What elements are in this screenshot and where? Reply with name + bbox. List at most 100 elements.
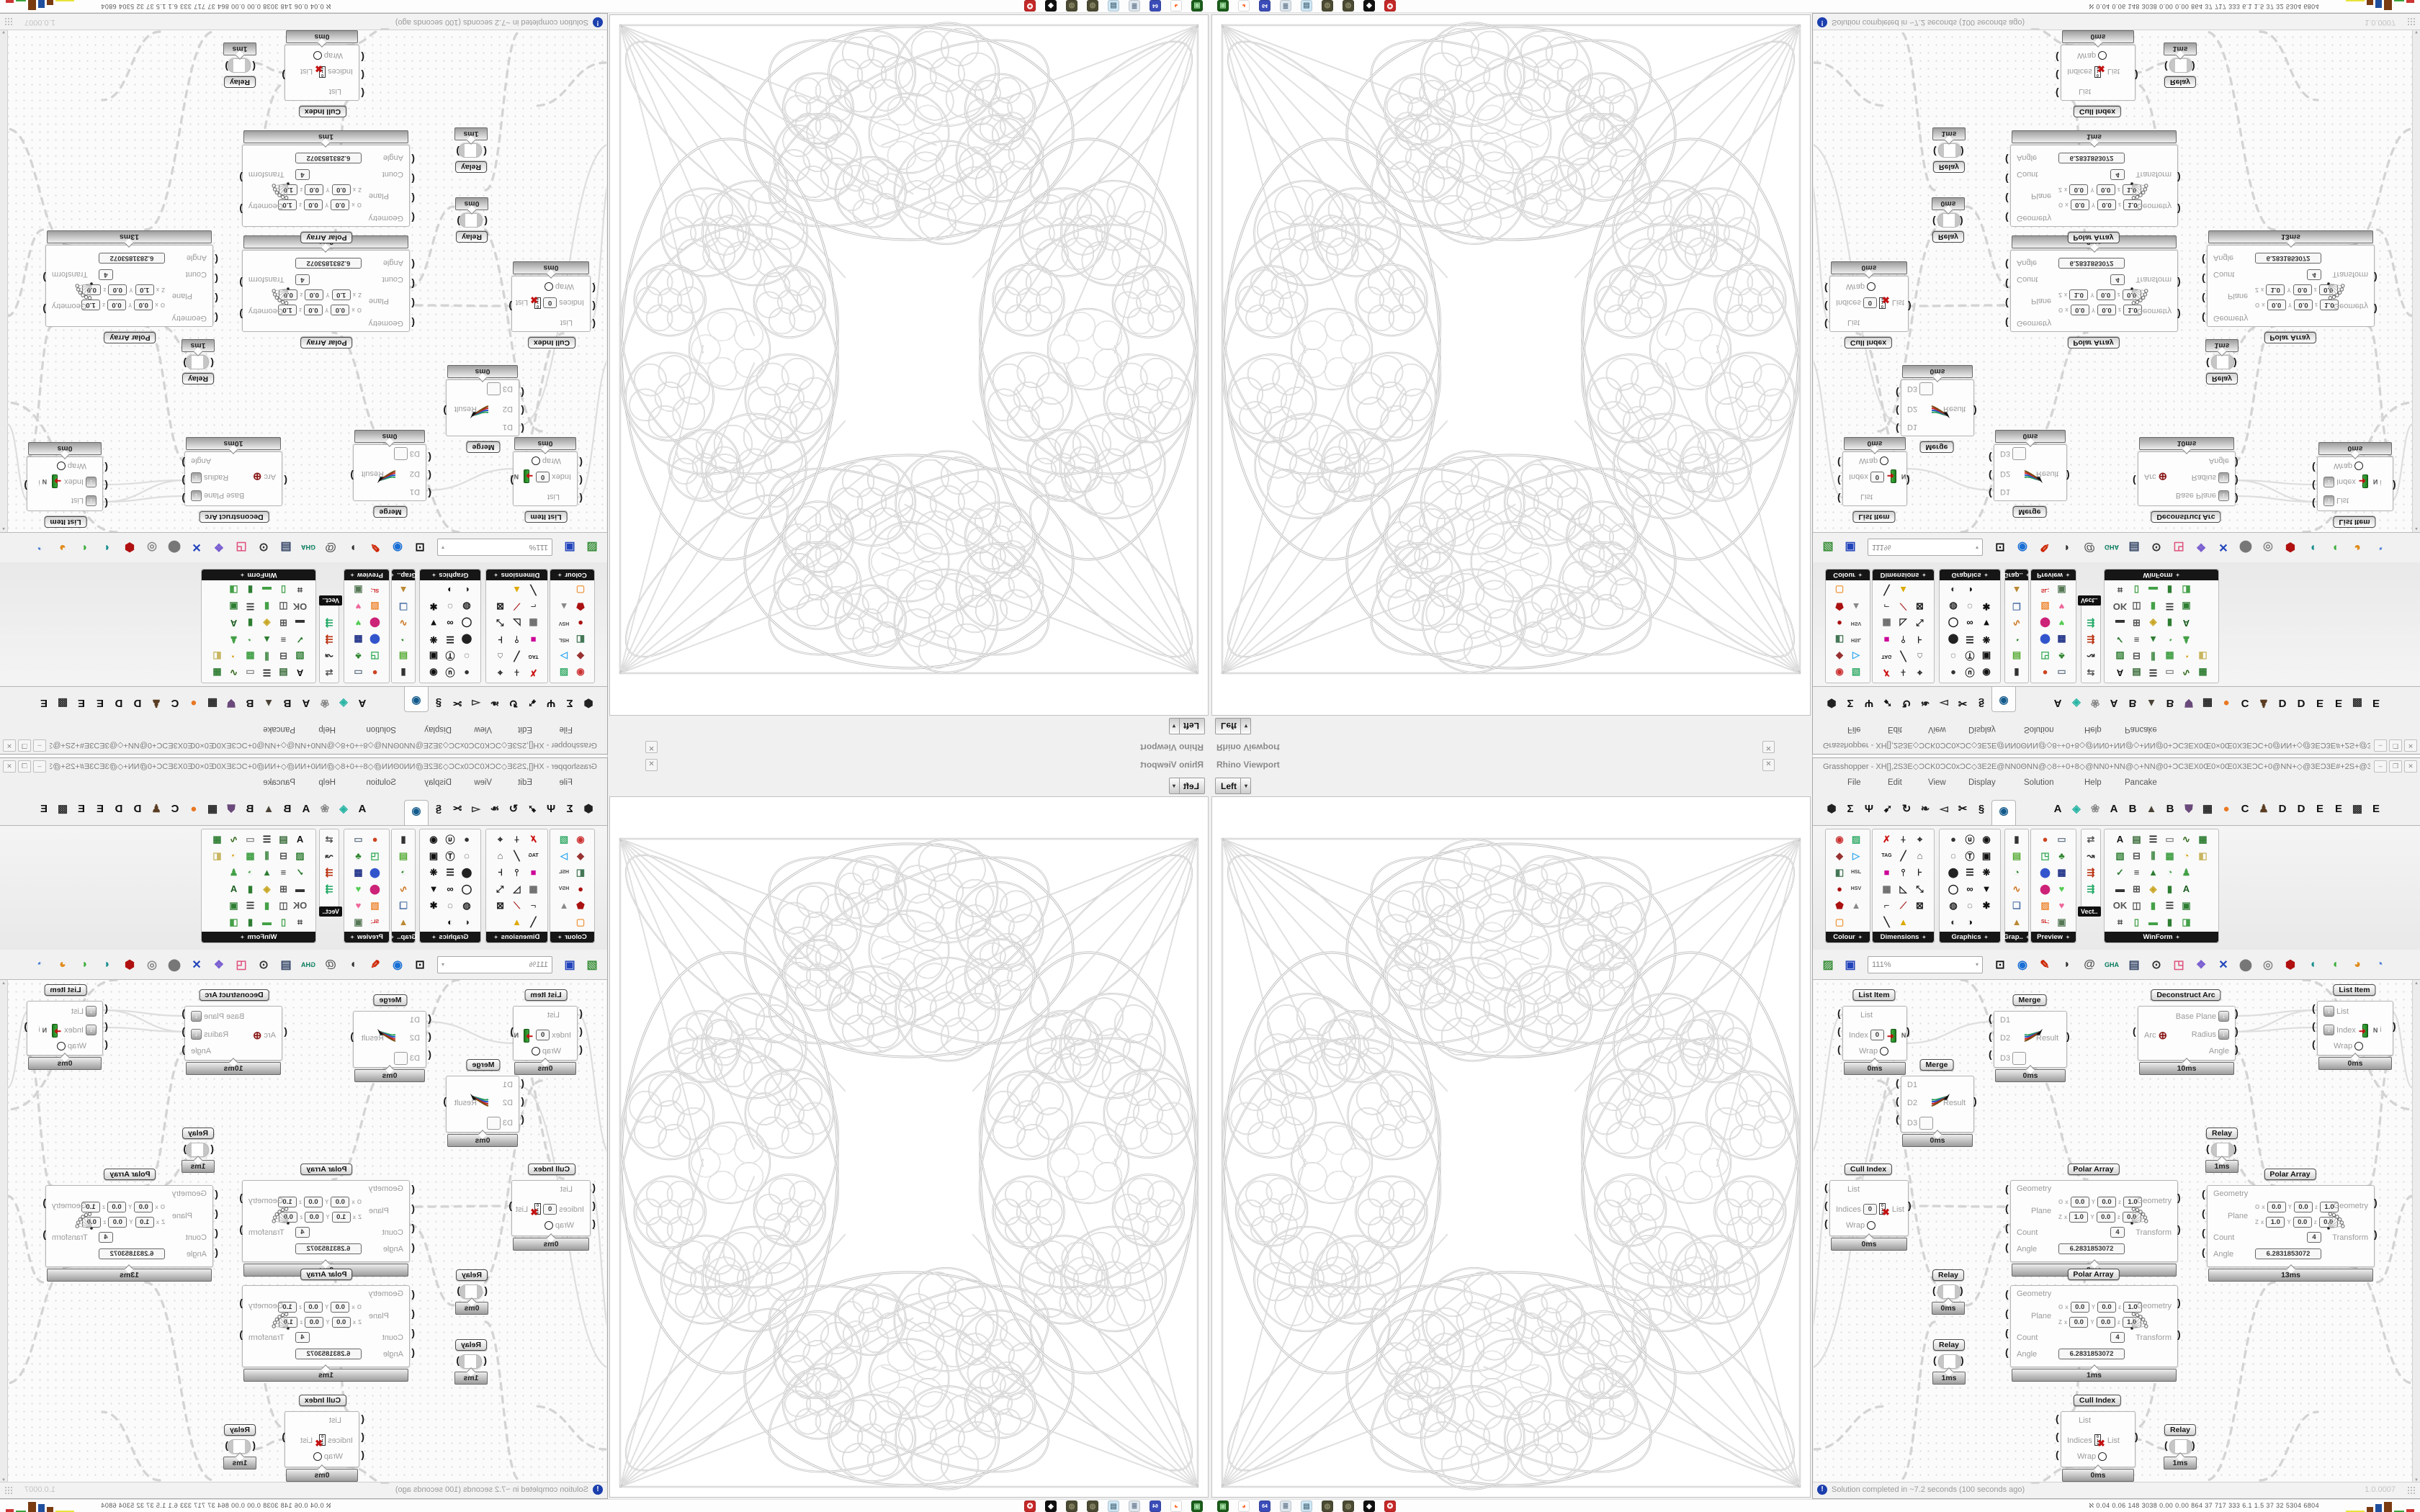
palette-component-icon[interactable]: ●: [459, 665, 475, 681]
component-label[interactable]: List Item: [2333, 516, 2376, 528]
palette-component-icon[interactable]: ●: [1832, 615, 1848, 631]
relay-body[interactable]: [228, 1439, 251, 1454]
palette-component-icon[interactable]: SL;: [2037, 582, 2053, 598]
tab-plugin-a1[interactable]: A: [358, 803, 367, 815]
palette-component-icon[interactable]: ▧: [292, 648, 308, 665]
tab-plugin-gem[interactable]: ◈: [2072, 697, 2081, 709]
palette-component-icon[interactable]: ❋: [1978, 631, 1995, 648]
palette-component-icon[interactable]: ▲: [395, 582, 412, 598]
wrap-toggle-icon[interactable]: [544, 1221, 553, 1230]
output-grip[interactable]: ): [24, 480, 27, 492]
palette-component-icon[interactable]: ◉: [1832, 665, 1848, 681]
palette-component-icon[interactable]: ✗: [525, 665, 542, 681]
tab-plugin-d1[interactable]: D: [133, 803, 142, 815]
component-label[interactable]: Cull Index: [527, 337, 576, 348]
firefox-icon[interactable]: ◕: [1238, 1500, 1250, 1512]
output-grip[interactable]: ): [182, 1043, 185, 1055]
palette-component-icon[interactable]: ⇶: [321, 881, 338, 897]
input-grip[interactable]: (: [210, 1143, 214, 1154]
gha-icon[interactable]: GHA: [2105, 960, 2119, 968]
menu-item-help[interactable]: Help: [318, 725, 336, 734]
tab-plugin-a2[interactable]: A: [2110, 697, 2118, 709]
palette-component-icon[interactable]: ▮: [2009, 665, 2025, 681]
palette-component-icon[interactable]: ⊠: [1912, 897, 1928, 914]
output-grip[interactable]: ): [182, 457, 185, 469]
maximize-icon[interactable]: ❐: [18, 739, 31, 752]
relay-body[interactable]: [460, 1284, 483, 1299]
input-grip[interactable]: (: [1989, 470, 1992, 482]
grasshopper-titlebar[interactable]: Grasshopper - XH[],2S3E◇ƆCK0ƆC0xƆC◇3E2E@…: [0, 737, 607, 754]
palette-group-label[interactable]: Grap.. ✦: [390, 932, 417, 942]
value-box[interactable]: 1.0: [2266, 1217, 2285, 1228]
preview-eye-icon[interactable]: ◉: [2017, 541, 2027, 554]
output-grip[interactable]: ): [443, 1095, 447, 1107]
palette-group-label[interactable]: WinForm ✦: [2105, 570, 2218, 580]
component-label[interactable]: List Item: [1852, 511, 1896, 523]
value-box[interactable]: 0.0: [108, 1217, 127, 1228]
palette-component-icon[interactable]: ⬟: [573, 598, 589, 615]
palette-component-icon[interactable]: ◍: [1945, 897, 1962, 914]
tab-plugin-e3[interactable]: E: [2372, 803, 2380, 815]
palette-component-icon[interactable]: ⇶: [2083, 864, 2099, 881]
gha-icon[interactable]: GHA: [2105, 544, 2119, 552]
angle-box[interactable]: 6.2831853072: [295, 1243, 362, 1254]
palette-component-icon[interactable]: HSV: [1848, 881, 1865, 897]
palette-component-icon[interactable]: ▦: [525, 881, 542, 897]
red-badge-icon[interactable]: ✪: [1024, 0, 1036, 12]
input-grip[interactable]: (: [411, 174, 415, 185]
palette-component-icon[interactable]: ⍭: [1895, 665, 1912, 681]
preview-eye-icon[interactable]: ◉: [2017, 958, 2027, 971]
tab-plugin-b1[interactable]: B: [283, 697, 292, 709]
output-grip[interactable]: ): [239, 172, 243, 184]
tab-curve[interactable]: ↻: [1901, 803, 1912, 815]
tab-params[interactable]: ⬢: [1827, 697, 1837, 709]
palette-component-icon[interactable]: ◔: [2178, 847, 2195, 864]
palette-component-icon[interactable]: ▢: [573, 914, 589, 930]
grey-balls-icon[interactable]: ⬤: [2239, 958, 2252, 971]
menu-item-pancake[interactable]: Pancake: [2125, 725, 2157, 734]
output-grip[interactable]: ): [239, 1192, 243, 1203]
palette-component-icon[interactable]: ◌: [459, 648, 475, 665]
palette-component-icon[interactable]: A: [2178, 881, 2195, 897]
input-grip[interactable]: (: [2133, 475, 2136, 487]
component-label[interactable]: Polar Array: [2264, 1169, 2316, 1180]
palette-component-icon[interactable]: ■: [1878, 631, 1895, 648]
palette-component-icon[interactable]: ◔: [2161, 631, 2178, 648]
close-icon[interactable]: ✕: [1762, 741, 1775, 753]
palette-component-icon[interactable]: ⌗: [292, 582, 308, 598]
palette-component-icon[interactable]: ♥: [350, 897, 367, 914]
palette-component-icon[interactable]: ■: [525, 864, 542, 881]
palette-component-icon[interactable]: ⬤: [2037, 864, 2053, 881]
component-label[interactable]: Deconstruct Arc: [199, 511, 269, 523]
palette-component-icon[interactable]: ▲: [508, 582, 525, 598]
component-label[interactable]: List Item: [524, 989, 568, 1001]
input-grip[interactable]: (: [2133, 1025, 2136, 1037]
palette-component-icon[interactable]: ◉: [1832, 831, 1848, 847]
palette-group-label[interactable]: Preview ✦: [344, 932, 389, 942]
save-file-icon[interactable]: ▣: [1845, 958, 1856, 971]
input-grip[interactable]: (: [1989, 1030, 1992, 1042]
palette-component-icon[interactable]: ⊞: [275, 881, 292, 897]
palette-component-icon[interactable]: ⟋: [508, 897, 525, 914]
palette-group-label[interactable]: Dimensions ✦: [486, 570, 547, 580]
palette-component-icon[interactable]: ∿: [2178, 831, 2195, 847]
floppy-64-icon[interactable]: 64: [1150, 0, 1161, 12]
component-label[interactable]: Relay: [2205, 1128, 2238, 1139]
palette-component-icon[interactable]: ▤: [2128, 831, 2145, 847]
palette-component-icon[interactable]: ❋: [1978, 864, 1995, 881]
palette-component-icon[interactable]: ⇶: [321, 631, 338, 648]
relay-body[interactable]: [2169, 58, 2192, 73]
d3-empty-box[interactable]: [1919, 1117, 1934, 1130]
palette-component-icon[interactable]: [209, 598, 225, 615]
minimize-icon[interactable]: –: [2374, 760, 2387, 773]
palette-component-icon[interactable]: ∿: [395, 881, 412, 897]
palette-component-icon[interactable]: ⫼: [259, 847, 275, 864]
input-grip[interactable]: (: [284, 1025, 287, 1037]
palette-component-icon[interactable]: HSV: [556, 881, 573, 897]
palette-component-icon[interactable]: ▮: [242, 582, 259, 598]
palette-component-icon[interactable]: ⤡: [492, 881, 508, 897]
tab-plugin-flower[interactable]: ❀: [320, 803, 330, 815]
palette-component-icon[interactable]: [426, 914, 442, 930]
